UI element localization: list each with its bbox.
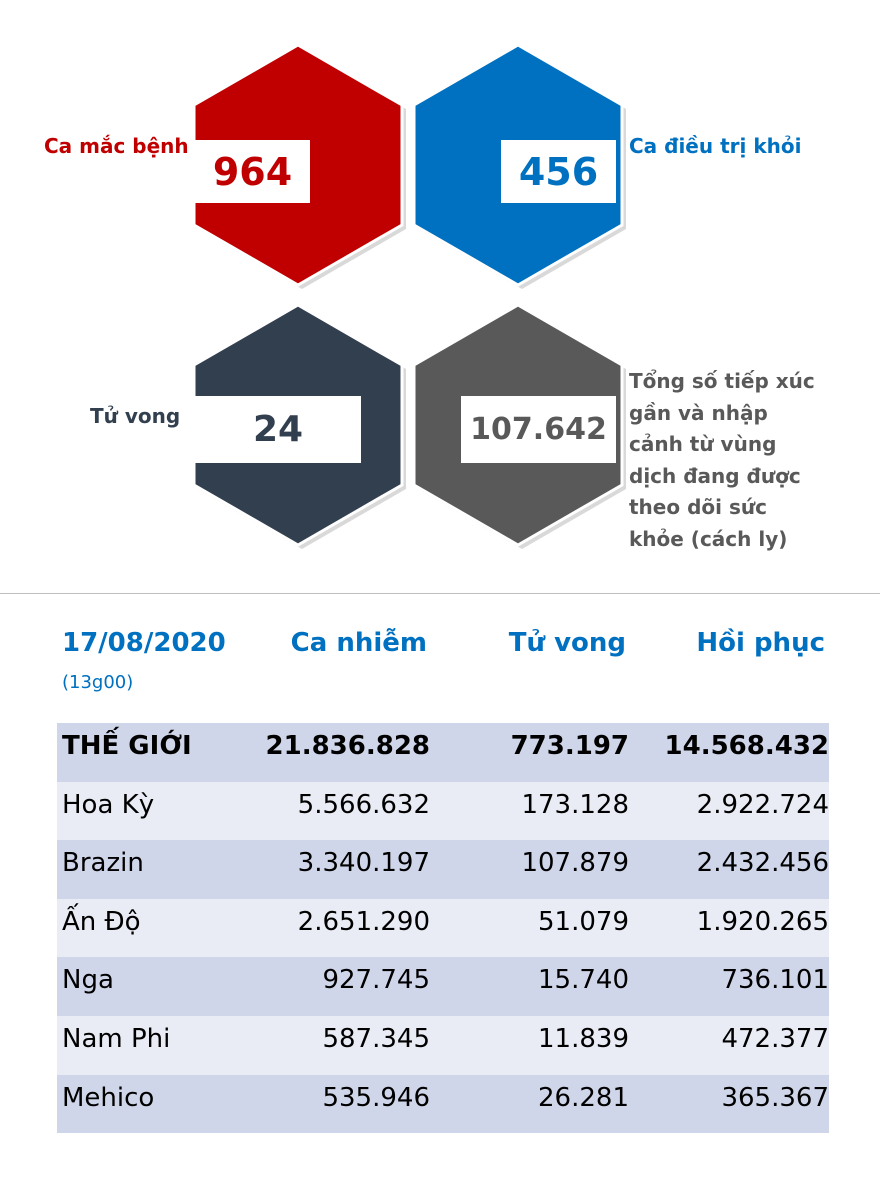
country-name: Nga xyxy=(62,965,114,996)
cases-value: 964 xyxy=(195,140,310,203)
deaths-value: 24 xyxy=(195,396,361,463)
cases-cell: 587.345 xyxy=(322,1023,430,1054)
cases-cell: 927.745 xyxy=(322,965,430,996)
deaths-cell: 51.079 xyxy=(538,906,629,937)
cases-label: Ca mắc bệnh xyxy=(44,134,189,158)
recovered-cell: 2.922.724 xyxy=(696,789,829,820)
recovered-value: 456 xyxy=(501,140,616,203)
recovered-label: Ca điều trị khỏi xyxy=(629,134,802,158)
cases-cell: 3.340.197 xyxy=(297,848,430,879)
table-time: (13g00) xyxy=(62,672,134,693)
header-recovered: Hồi phục xyxy=(696,628,825,658)
cases-cell: 21.836.828 xyxy=(265,731,430,761)
country-name: Mehico xyxy=(62,1082,155,1113)
country-name: Ấn Độ xyxy=(62,906,141,937)
deaths-label: Tử vong xyxy=(90,404,181,428)
deaths-cell: 173.128 xyxy=(521,789,629,820)
deaths-cell: 26.281 xyxy=(538,1082,629,1113)
table-row: Nam Phi 587.345 11.839 472.377 xyxy=(57,1015,829,1075)
recovered-cell: 2.432.456 xyxy=(696,848,829,879)
monitored-label-line: khỏe (cách ly) xyxy=(629,526,788,551)
recovered-cell: 14.568.432 xyxy=(664,731,829,761)
table-row: Ấn Độ 2.651.290 51.079 1.920.265 xyxy=(57,898,829,958)
deaths-cell: 773.197 xyxy=(510,731,629,761)
divider xyxy=(0,593,880,594)
monitored-label-line: Tổng số tiếp xúc xyxy=(629,369,815,393)
monitored-label-line: gần và nhập xyxy=(629,400,768,425)
country-name: THẾ GIỚI xyxy=(62,731,192,761)
header-cases: Ca nhiễm xyxy=(290,628,427,658)
table-date: 17/08/2020 xyxy=(62,628,226,658)
recovered-cell: 365.367 xyxy=(721,1082,829,1113)
cases-cell: 2.651.290 xyxy=(297,906,430,937)
deaths-cell: 15.740 xyxy=(538,965,629,996)
stats-table: THẾ GIỚI 21.836.828 773.197 14.568.432 H… xyxy=(57,723,829,1134)
recovered-cell: 736.101 xyxy=(721,965,829,996)
header-deaths: Tử vong xyxy=(508,628,626,658)
recovered-cell: 472.377 xyxy=(721,1023,829,1054)
deaths-cell: 107.879 xyxy=(521,848,629,879)
recovered-cell: 1.920.265 xyxy=(696,906,829,937)
monitored-value: 107.642 xyxy=(461,396,616,463)
country-name: Hoa Kỳ xyxy=(62,789,155,820)
monitored-label-line: theo dõi sức xyxy=(629,495,767,519)
country-name: Nam Phi xyxy=(62,1023,171,1054)
country-name: Brazin xyxy=(62,848,144,879)
table-row: Nga 927.745 15.740 736.101 xyxy=(57,957,829,1016)
table-row: THẾ GIỚI 21.836.828 773.197 14.568.432 xyxy=(57,723,829,782)
cases-cell: 5.566.632 xyxy=(297,789,430,820)
table-row: Hoa Kỳ 5.566.632 173.128 2.922.724 xyxy=(57,781,829,841)
deaths-cell: 11.839 xyxy=(538,1023,629,1054)
monitored-label: Tổng số tiếp xúc gần và nhập cảnh từ vùn… xyxy=(629,366,829,555)
table-row: Mehico 535.946 26.281 365.367 xyxy=(57,1074,829,1134)
table-row: Brazin 3.340.197 107.879 2.432.456 xyxy=(57,840,829,899)
cases-cell: 535.946 xyxy=(322,1082,430,1113)
monitored-label-line: cảnh từ vùng xyxy=(629,432,777,456)
monitored-label-line: dịch đang được xyxy=(629,463,801,488)
